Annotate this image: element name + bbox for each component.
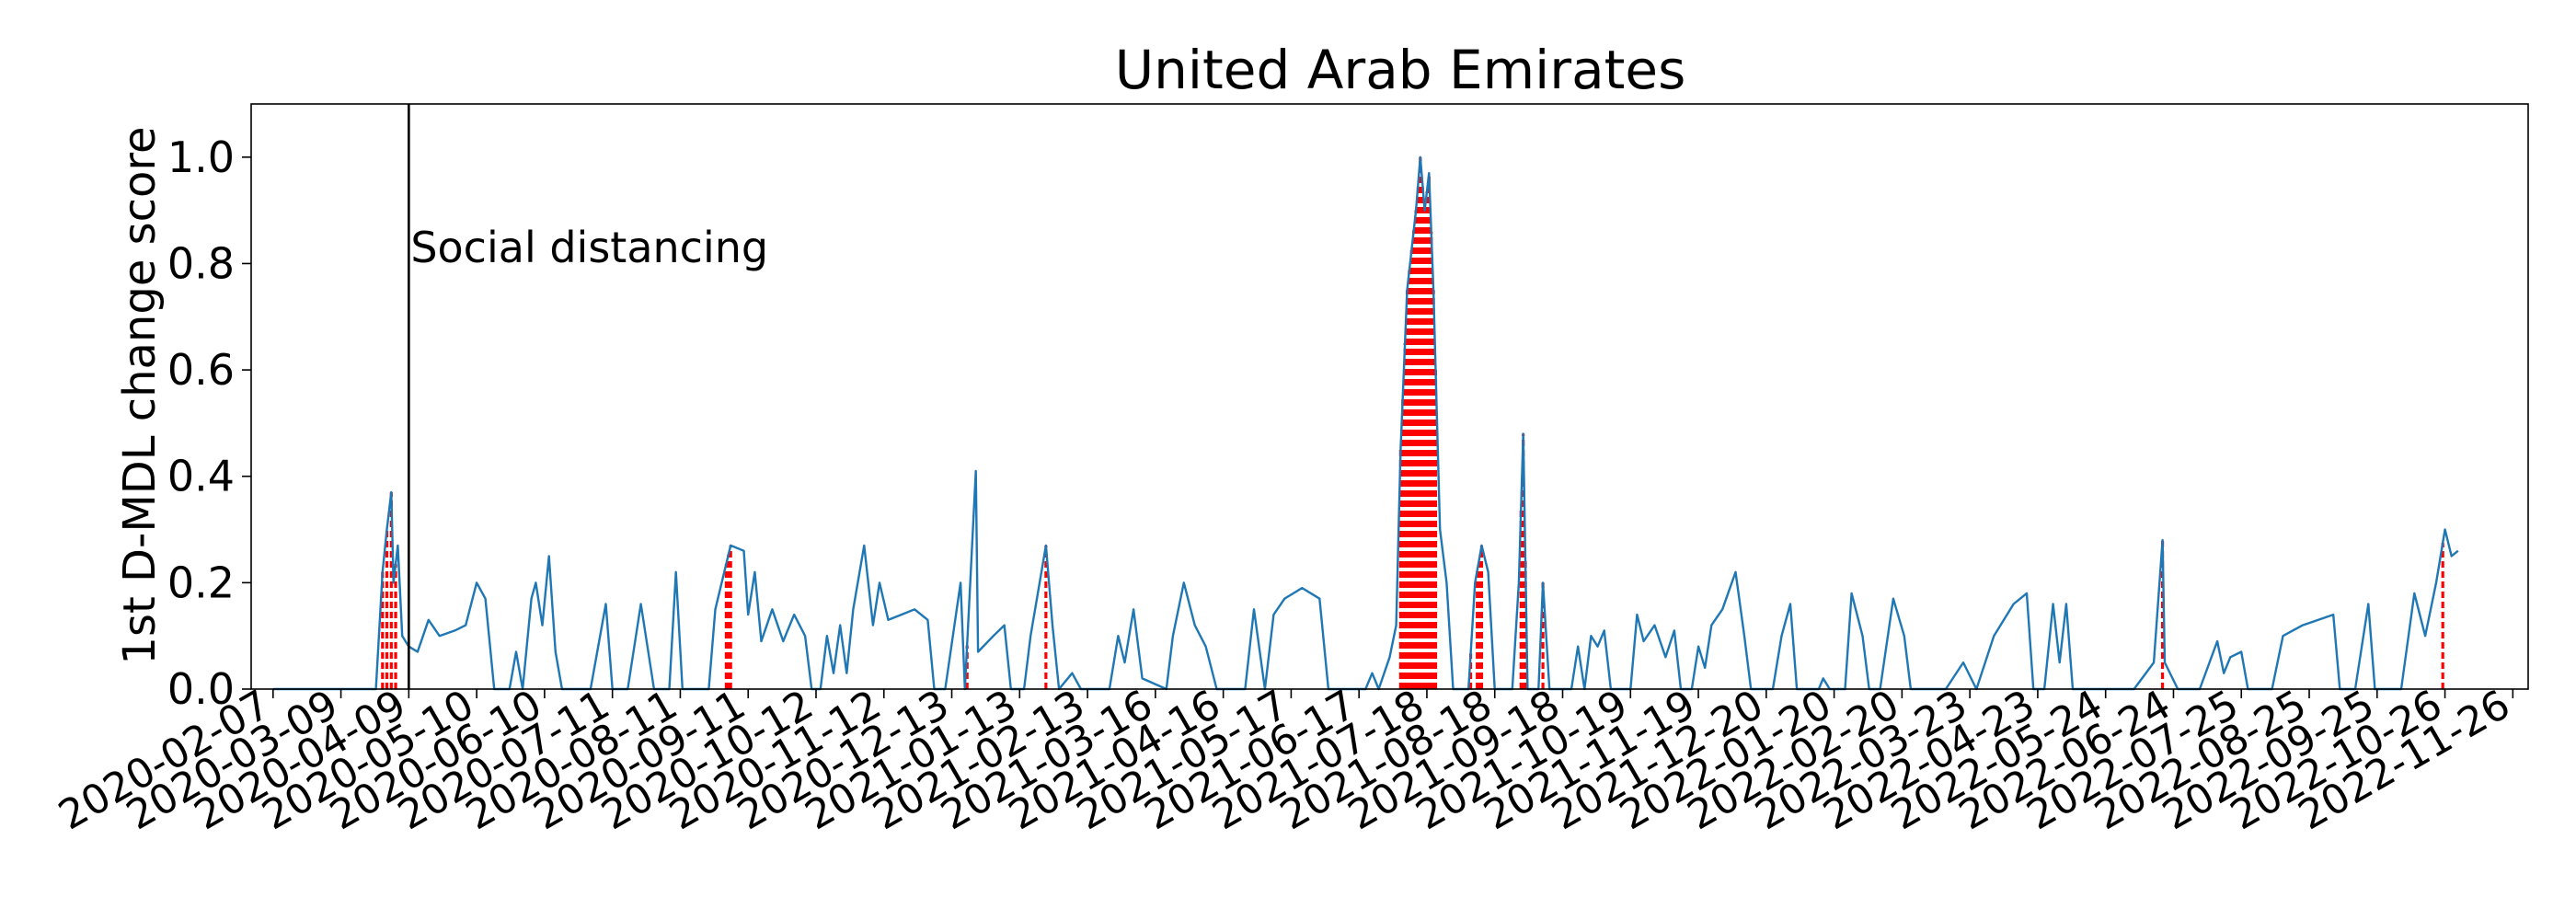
x-axis: 2020-02-072020-03-092020-04-092020-05-10… [51,681,2518,839]
annotation-layer: Social distancing [408,104,768,689]
y-tick-label: 0.0 [167,664,235,714]
y-tick-label: 0.2 [167,558,235,607]
y-axis-label: 1st D-MDL change score [114,126,166,664]
y-axis: 0.0 0.2 0.4 0.6 0.8 1.0 [167,132,251,714]
chart-title: United Arab Emirates [1115,39,1686,101]
y-tick-label: 0.8 [167,238,235,288]
y-tick-label: 1.0 [167,132,235,182]
social-distancing-label: Social distancing [410,223,768,272]
y-tick-label: 0.6 [167,345,235,395]
y-tick-label: 0.4 [167,452,235,501]
plot-frame [250,103,2529,690]
